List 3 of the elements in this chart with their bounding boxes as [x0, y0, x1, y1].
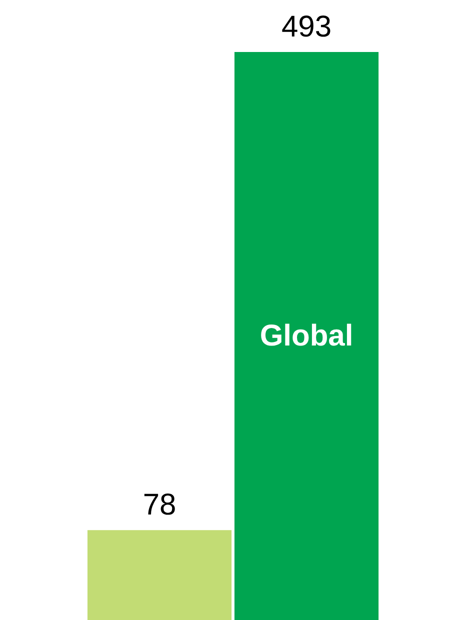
x-tick-label: Global — [260, 320, 354, 352]
data-label: 78 — [142, 488, 176, 522]
data-label: 493 — [281, 10, 332, 44]
